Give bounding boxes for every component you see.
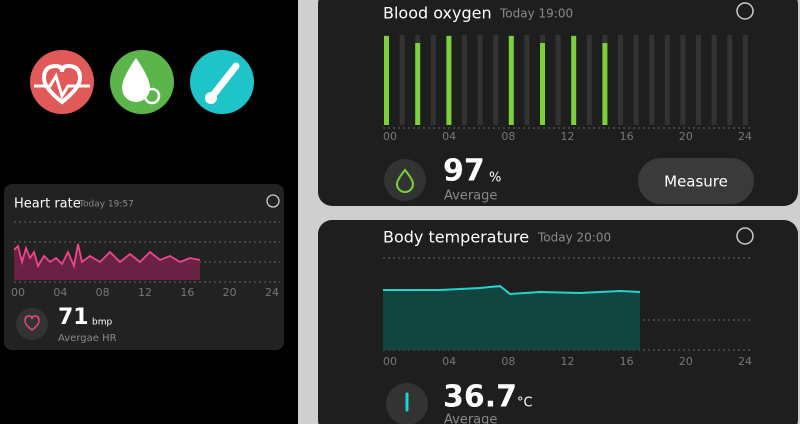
axis-label: 20 (223, 286, 237, 299)
card-time: Today 20:00 (537, 231, 611, 245)
ox-column (711, 35, 717, 125)
ox-column (399, 35, 405, 125)
axis-label: 24 (738, 355, 752, 368)
heart-shape (41, 63, 83, 105)
ox-column (430, 35, 436, 125)
ox-bar (602, 43, 608, 125)
temp-caption: Average (444, 413, 497, 424)
o2-shape (143, 87, 161, 105)
hr-caption: Avergae HR (58, 333, 117, 344)
axis: 00 04 08 12 16 20 24 (11, 286, 279, 299)
ox-column (633, 35, 639, 125)
axis-label: 16 (180, 286, 194, 299)
detail-arrow[interactable] (736, 227, 754, 245)
ox-badge-icon (395, 168, 415, 193)
axis: 00 04 08 12 16 20 24 (383, 355, 752, 368)
ox-unit: % (489, 171, 501, 186)
heart-icon (30, 50, 94, 114)
detail-arrow[interactable] (266, 194, 280, 208)
ox-column (493, 35, 499, 125)
measure-button[interactable] (638, 158, 754, 204)
ox-column (664, 35, 670, 125)
card-title: Heart rate (14, 197, 81, 212)
ox-column (462, 35, 467, 125)
ox-bar (508, 36, 514, 125)
thermo-shape (210, 62, 240, 98)
temp-area (383, 286, 640, 350)
axis-label: 04 (442, 130, 456, 143)
ox-caption: Average (444, 189, 497, 204)
measure-label[interactable]: Measure (664, 173, 728, 191)
ox-value: 97 (443, 154, 485, 189)
ox-column (586, 35, 592, 125)
hr-value: 71 (58, 305, 89, 330)
ox-bar (446, 36, 452, 125)
card-time: Today 19:57 (78, 200, 134, 210)
temp-line (383, 284, 641, 296)
ox-bar (384, 36, 389, 125)
detail-arrow[interactable] (736, 2, 754, 20)
axis-label: 20 (679, 355, 693, 368)
ox-column (524, 35, 530, 125)
axis-label: 20 (679, 130, 693, 143)
card-title: Blood oxygen (383, 4, 492, 23)
hr-line (13, 243, 201, 270)
axis-label: 16 (620, 130, 634, 143)
ox-column (555, 35, 561, 125)
axis-label: 16 (620, 355, 634, 368)
axis-label: 08 (501, 130, 515, 143)
ox-column (618, 35, 623, 125)
bars (384, 35, 748, 125)
thermo-bulb (205, 92, 217, 104)
card-title: Body temperature (383, 228, 529, 247)
temp-value: 36.7 (443, 380, 517, 415)
axis-label: 12 (138, 286, 152, 299)
drop-shape (122, 58, 150, 102)
axis-label: 04 (442, 355, 456, 368)
ox-bar (540, 43, 545, 125)
card-time: Today 19:00 (499, 7, 573, 21)
hr-badge-icon (24, 315, 40, 331)
axis: 00 04 08 12 16 20 24 (383, 130, 752, 143)
pulse-shape (34, 72, 90, 100)
ox-column (649, 35, 655, 125)
axis-label: 00 (383, 355, 397, 368)
hr-unit: bmp (92, 318, 112, 328)
axis-label: 08 (96, 286, 110, 299)
axis-label: 08 (501, 355, 515, 368)
hr-badge (16, 308, 48, 340)
temp-unit: °C (517, 396, 533, 411)
ox-column (477, 35, 483, 125)
ox-column (727, 35, 733, 125)
ox-column (680, 35, 686, 125)
axis-label: 24 (265, 286, 279, 299)
axis-label: 12 (561, 130, 575, 143)
hr-area (14, 244, 200, 280)
axis-label: 00 (383, 130, 397, 143)
axis-label: 00 (11, 286, 25, 299)
ox-column (696, 35, 701, 125)
axis-label: 24 (738, 130, 752, 143)
ox-column (742, 35, 748, 125)
axis-label: 12 (561, 355, 575, 368)
axis-label: 04 (53, 286, 67, 299)
ox-badge (384, 159, 426, 201)
ox-bar (571, 36, 577, 125)
ox-bar (415, 43, 421, 125)
